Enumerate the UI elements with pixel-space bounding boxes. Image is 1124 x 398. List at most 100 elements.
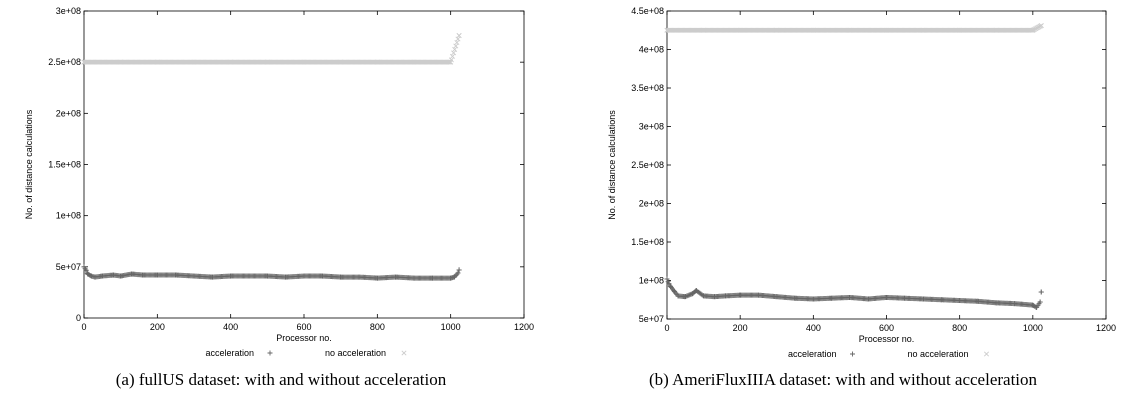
data-point — [173, 272, 179, 278]
x-tick-label: 1200 — [514, 322, 534, 332]
data-point — [154, 272, 160, 278]
data-point — [283, 274, 289, 280]
data-point — [356, 274, 362, 280]
y-axis-label: No. of distance calculations — [607, 110, 617, 220]
data-point — [701, 293, 707, 299]
legend-label-acceleration: acceleration — [788, 349, 837, 359]
y-tick-label: 2.5e+08 — [631, 160, 664, 170]
x-tick-label: 1000 — [1023, 323, 1043, 333]
x-tick-label: 1000 — [441, 322, 461, 332]
data-point — [993, 300, 999, 306]
series-acceleration — [664, 276, 1044, 310]
chart-b: 0 200 400 600 800 1000 1200 5e+07 1e+08 1.5e+08 2e… — [607, 6, 1116, 359]
data-point — [452, 46, 458, 52]
y-tick-label: 2.5e+08 — [48, 57, 81, 67]
data-point — [1038, 289, 1044, 295]
data-point — [301, 273, 307, 279]
data-point — [454, 39, 460, 46]
y-tick-label: 4e+08 — [639, 45, 664, 55]
data-point — [920, 296, 926, 302]
data-point — [774, 27, 780, 33]
y-tick-label: 0 — [76, 313, 81, 323]
data-point — [810, 27, 816, 33]
data-point — [847, 294, 853, 300]
data-point — [374, 59, 380, 65]
data-point — [110, 272, 116, 278]
data-point — [810, 296, 816, 302]
data-point — [228, 273, 234, 279]
chart-panel-a: 0 200 400 600 800 1000 1200 0 5e+07 1e+08 1.5e+08 2… — [24, 6, 534, 389]
x-tick-label: 0 — [81, 322, 86, 332]
data-point — [865, 296, 871, 302]
data-point — [455, 270, 461, 276]
data-point — [449, 53, 456, 59]
y-tick-label: 3.5e+08 — [631, 83, 664, 93]
data-point — [938, 297, 944, 303]
data-point — [319, 273, 325, 279]
data-point — [411, 275, 417, 281]
data-point — [737, 292, 743, 298]
y-tick-label: 1.5e+08 — [631, 237, 664, 247]
series-acceleration — [81, 264, 462, 281]
data-point — [1038, 23, 1044, 29]
y-tick-label: 3e+08 — [639, 122, 664, 132]
data-point — [693, 288, 699, 294]
data-point — [682, 294, 688, 300]
x-tick-label: 200 — [150, 322, 165, 332]
y-tick-label: 5e+07 — [56, 262, 81, 272]
data-point — [884, 294, 889, 300]
data-point — [118, 59, 124, 65]
y-tick-label: 1e+08 — [56, 211, 81, 221]
data-point — [411, 59, 417, 65]
data-point — [129, 271, 135, 277]
data-point — [455, 36, 461, 42]
data-point — [338, 274, 344, 280]
x-axis-label: Processor no. — [276, 333, 332, 343]
x-tick-label: 400 — [223, 322, 238, 332]
y-tick-label: 5e+07 — [639, 314, 664, 324]
data-point — [690, 291, 696, 297]
data-point — [1030, 27, 1036, 33]
data-point — [883, 27, 890, 33]
legend-marker-acceleration — [850, 351, 855, 357]
data-point — [1037, 299, 1043, 305]
x-axis-label: Processor no. — [859, 334, 915, 344]
caption-b: (b) AmeriFluxIIIA dataset: with and with… — [648, 370, 1038, 389]
legend-marker-no-acceleration — [401, 350, 407, 356]
data-point — [792, 295, 798, 301]
data-point — [99, 273, 105, 279]
data-point — [451, 274, 457, 280]
legend-marker-acceleration — [267, 350, 273, 356]
data-point — [374, 275, 380, 281]
data-point — [301, 59, 307, 65]
y-tick-label: 3e+08 — [56, 6, 81, 16]
data-point — [154, 59, 160, 65]
data-point — [118, 273, 124, 279]
y-tick-label: 4.5e+08 — [631, 6, 664, 16]
x-tick-label: 1200 — [1096, 323, 1116, 333]
y-axis-label: No. of distance calculations — [24, 109, 34, 219]
x-tick-label: 800 — [952, 323, 967, 333]
chart-a: 0 200 400 600 800 1000 1200 0 5e+07 1e+08 1.5e+08 2… — [24, 6, 534, 358]
data-point — [755, 292, 761, 298]
data-point — [920, 27, 926, 33]
x-tick-label: 600 — [296, 322, 311, 332]
x-tick-label: 0 — [664, 323, 669, 333]
data-point — [228, 59, 234, 65]
data-point — [687, 292, 693, 298]
data-point — [993, 27, 999, 33]
data-point — [666, 281, 672, 287]
data-point — [975, 298, 981, 304]
data-point — [701, 27, 707, 33]
x-tick-label: 400 — [806, 323, 821, 333]
x-tick-label: 800 — [370, 322, 385, 332]
data-point — [957, 298, 963, 304]
data-point — [92, 274, 98, 280]
legend-marker-no-acceleration — [983, 351, 990, 357]
legend-label-acceleration: acceleration — [205, 348, 254, 358]
data-point — [85, 271, 91, 277]
y-tick-label: 2e+08 — [639, 199, 664, 209]
series-no-acceleration — [81, 33, 462, 65]
x-tick-label: 600 — [879, 323, 894, 333]
x-tick-label: 200 — [733, 323, 748, 333]
